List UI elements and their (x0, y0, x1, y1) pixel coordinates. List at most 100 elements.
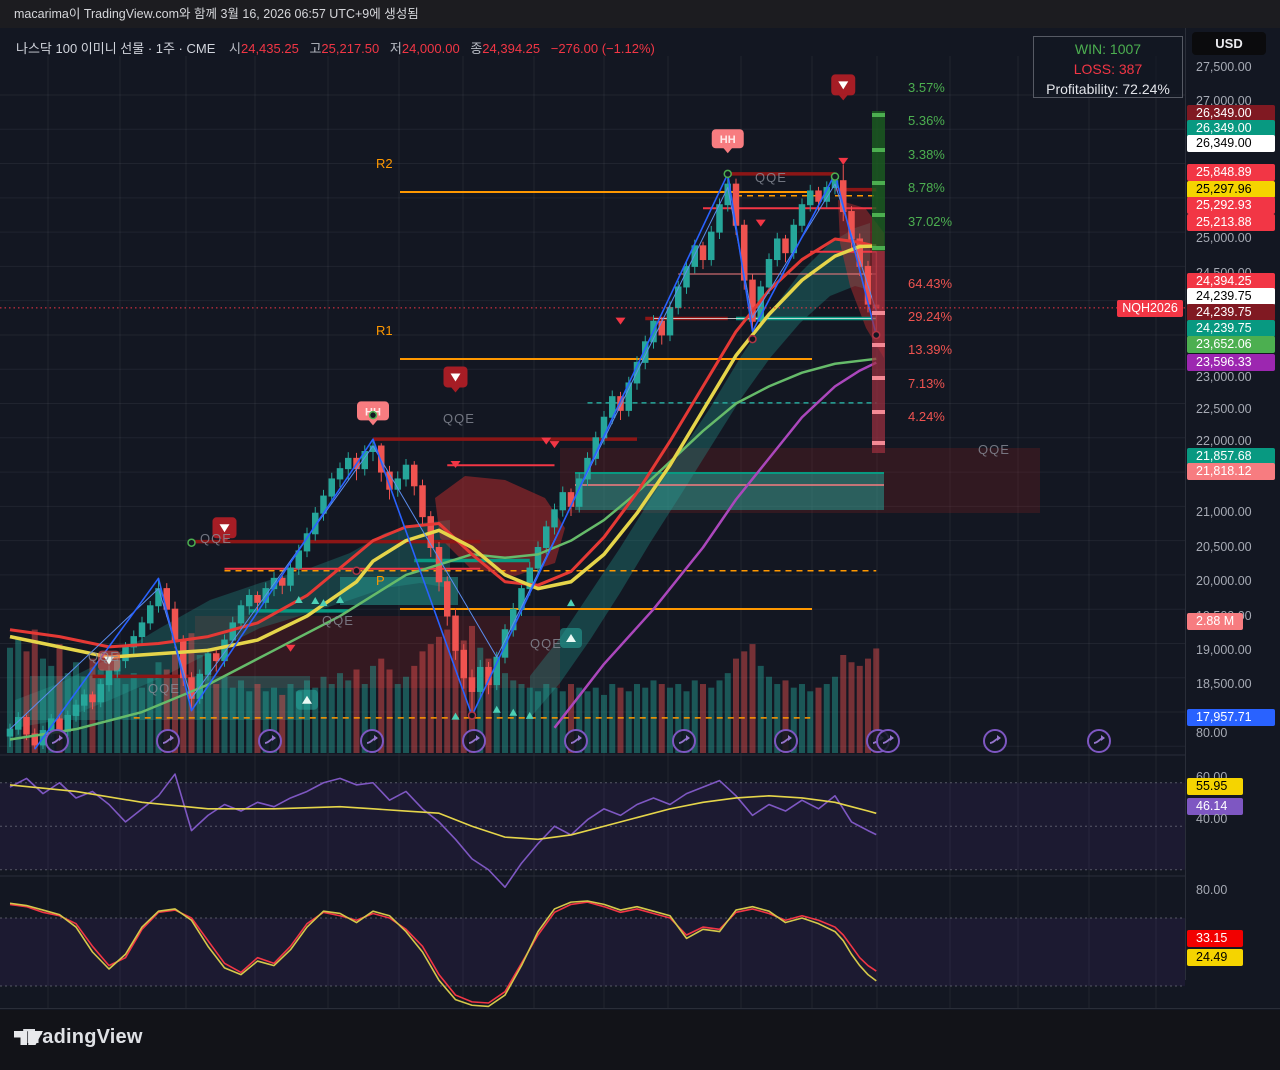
close-value: 24,394.25 (482, 41, 541, 56)
price-scale-label: 80.00 (1196, 883, 1228, 897)
sell-triangle-icon (755, 219, 766, 227)
grid (0, 56, 1185, 1008)
swing-low-circle-icon (352, 566, 361, 576)
main-chart-canvas[interactable]: HHHH (0, 28, 1185, 1008)
rsi-pane (0, 773, 1185, 888)
price-label-badge: 26,349.00 (1187, 135, 1275, 152)
price-axis[interactable]: USD 27,500.00 27,000.00 26,349.00 26,349.00… (1185, 28, 1280, 980)
sell-triangle-icon (450, 460, 461, 468)
fib-percent-label: 3.57% (908, 80, 945, 95)
close-label: 종 (470, 41, 483, 56)
qqe-label: QQE (443, 411, 475, 426)
high-value: 25,217.50 (321, 41, 380, 56)
qqe-label: QQE (755, 170, 787, 185)
price-label-badge: 24,239.75 (1187, 288, 1275, 305)
loss-count: LOSS: 387 (1073, 61, 1143, 77)
swing-low-circle-icon (872, 330, 881, 340)
fib-percent-label: 4.24% (908, 409, 945, 424)
price-label-badge: 25,297.96 (1187, 181, 1275, 198)
swing-high-circle-icon (368, 410, 378, 420)
rsi-line (9, 773, 877, 888)
swing-low-circle-icon (748, 334, 757, 344)
sell-triangle-icon (549, 441, 560, 449)
sell-triangle-icon (285, 644, 296, 652)
qqe-label: QQE (148, 681, 180, 696)
qqe-label: QQE (88, 649, 120, 664)
fib-projection-bar (872, 111, 885, 453)
qqe-label: QQE (978, 442, 1010, 457)
price-label-badge: 23,652.06 (1187, 336, 1275, 353)
price-scale-label: 80.00 (1196, 726, 1228, 740)
fib-percent-label: 5.36% (908, 113, 945, 128)
sell-triangle-icon (541, 437, 552, 445)
price-scale-label: 21,000.00 (1196, 505, 1252, 519)
swing-high-circle-icon (723, 169, 732, 179)
low-label: 저 (389, 41, 402, 56)
price-scale-label: 20,500.00 (1196, 540, 1252, 554)
overlay-lines (9, 173, 878, 750)
buy-triangle-icon (492, 705, 501, 713)
open-value: 24,435.25 (240, 41, 299, 56)
price-scale-label: 27,500.00 (1196, 60, 1252, 74)
price-label-badge: 24,239.75 (1187, 304, 1275, 321)
pivot-label-p: P (376, 573, 385, 588)
attribution-text: macarima이 TradingView.com와 함께 3월 16, 202… (14, 7, 419, 21)
level-lines (92, 172, 877, 719)
symbol-title: 나스닥 100 이미니 선물 · 1주 · CME (16, 41, 216, 56)
profitability: Profitability: 72.24% (1046, 81, 1170, 97)
price-label-badge: 33.15 (1187, 930, 1243, 947)
swing-low-circle-icon (467, 711, 477, 720)
buy-triangle-icon (336, 596, 344, 604)
buy-triangle-icon (567, 599, 575, 607)
price-label-badge: 25,213.88 (1187, 214, 1275, 231)
rsi_ma-line (9, 784, 877, 841)
price-scale-label: 22,000.00 (1196, 434, 1252, 448)
buy-triangle-icon (509, 708, 518, 716)
price-label-badge: 26,349.00 (1187, 105, 1275, 122)
pivot-label-r1: R1 (376, 323, 393, 338)
buy-triangle-icon (311, 597, 320, 605)
qqe-label: QQE (530, 636, 562, 651)
price-label-badge: 23,596.33 (1187, 354, 1275, 371)
fib-percent-label: 64.43% (908, 276, 953, 291)
win-count: WIN: 1007 (1074, 41, 1142, 57)
sell-triangle-icon (838, 157, 849, 165)
tradingview-logo[interactable]: TradingView (14, 1026, 143, 1049)
price-label-badge: 21,857.68 (1187, 448, 1275, 465)
hh-pivot-tag (711, 129, 744, 149)
price-label-badge: 25,848.89 (1187, 164, 1275, 181)
high-label: 고 (309, 41, 322, 56)
price-scale-label: 23,000.00 (1196, 370, 1252, 384)
currency-button[interactable]: USD (1192, 32, 1266, 55)
price-label-badge: 26,349.00 (1187, 120, 1275, 137)
stoch_d-line (9, 900, 877, 1008)
price-label-badge: 17,957.71 (1187, 709, 1275, 726)
qqe-label: QQE (200, 531, 232, 546)
chart-root: HHHH 나스닥 100 이미니 선물 · 1주 · CME 시24,435.2… (0, 28, 1280, 1039)
change-value: −276.00 (−1.12%) (550, 41, 655, 56)
buy-triangle-icon (294, 596, 303, 604)
price-scale-label: 19,000.00 (1196, 643, 1252, 657)
signal-markers: HHHH (45, 74, 1111, 753)
svg-text:HH: HH (720, 134, 736, 146)
tradingview-logo-text: TradingView (23, 1026, 143, 1048)
chart-legend[interactable]: 나스닥 100 이미니 선물 · 1주 · CME 시24,435.25 고25… (16, 38, 655, 57)
price-scale-label: 27,000.00 (1196, 94, 1252, 108)
price-scale-label: 22,500.00 (1196, 402, 1252, 416)
price-scale-label: 18,500.00 (1196, 677, 1252, 691)
fib-percent-label: 37.02% (908, 214, 953, 229)
low-value: 24,000.00 (401, 41, 460, 56)
pivot-label-r2: R2 (376, 156, 393, 171)
symbol-contract-tag: NQH2026 (1117, 300, 1183, 317)
price-label-badge: 24.49 (1187, 949, 1243, 966)
fib-percent-label: 7.13% (908, 376, 945, 391)
stoch-pane (0, 900, 1185, 1008)
winloss-stats-box: WIN: 1007 LOSS: 387 Profitability: 72.24… (1033, 36, 1183, 98)
price-scale-label: 20,000.00 (1196, 574, 1252, 588)
qqe-label: QQE (322, 613, 354, 628)
sell-triangle-icon (615, 317, 626, 325)
fib-percent-label: 8.78% (908, 180, 945, 195)
tradingview-logo-icon (14, 1031, 43, 1045)
price-label-badge: 25,292.93 (1187, 197, 1275, 214)
